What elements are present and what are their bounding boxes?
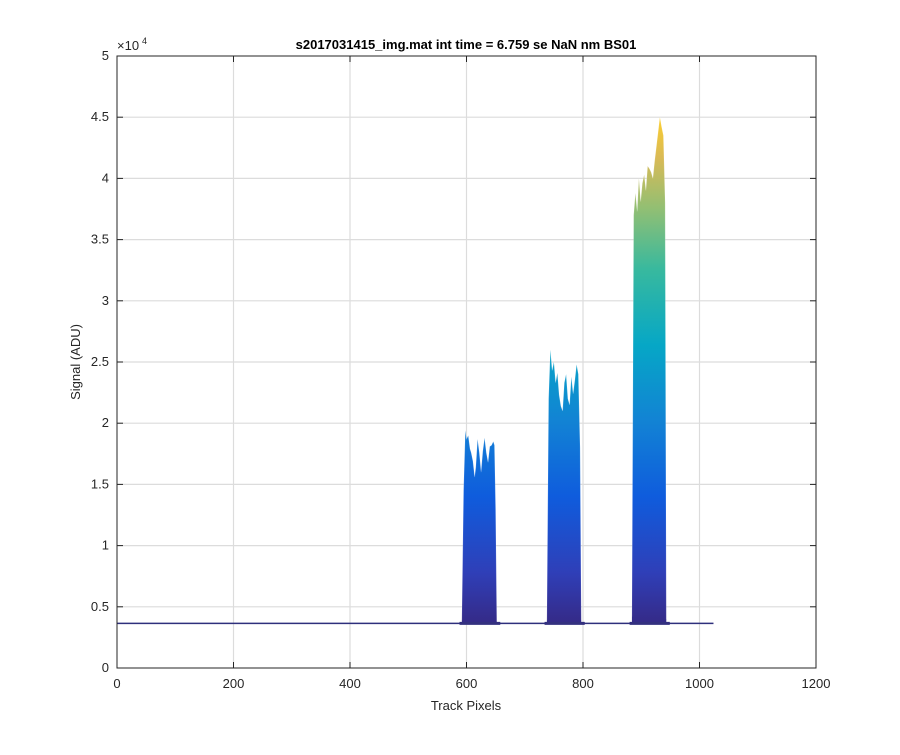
x-tick-label: 1200 xyxy=(802,676,831,691)
y-exponent-base: ×10 xyxy=(117,38,139,53)
y-tick-label: 3 xyxy=(102,293,109,308)
peak-trace-2 xyxy=(546,349,582,621)
y-tick-label: 5 xyxy=(102,48,109,63)
y-tick-label: 1 xyxy=(102,538,109,553)
y-tick-label: 0.5 xyxy=(91,599,109,614)
chart-title: s2017031415_img.mat int time = 6.759 se … xyxy=(296,37,637,52)
y-tick-label: 0 xyxy=(102,660,109,675)
y-exponent: ×10 4 xyxy=(117,36,147,53)
x-tick-label: 200 xyxy=(223,676,245,691)
x-tick-label: 600 xyxy=(456,676,478,691)
x-ticks: 0 200 400 600 800 1000 1200 xyxy=(113,56,830,691)
x-tick-label: 0 xyxy=(113,676,120,691)
peak-area-3 xyxy=(631,117,667,624)
peak-trace-3 xyxy=(631,117,667,620)
y-tick-label: 3.5 xyxy=(91,232,109,247)
x-axis-label: Track Pixels xyxy=(431,698,502,713)
x-tick-label: 800 xyxy=(572,676,594,691)
y-axis-label: Signal (ADU) xyxy=(68,324,83,400)
series-layer xyxy=(117,117,714,625)
peak-area-2 xyxy=(546,349,582,624)
peak-trace-1 xyxy=(461,430,498,622)
x-tick-label: 400 xyxy=(339,676,361,691)
y-tick-label: 1.5 xyxy=(91,476,109,491)
y-tick-label: 2 xyxy=(102,415,109,430)
grid xyxy=(117,56,816,668)
peak-area-1 xyxy=(461,430,497,624)
y-exponent-power: 4 xyxy=(142,36,147,46)
y-ticks: 0 0.5 1 1.5 2 2.5 3 3.5 4 4.5 5 xyxy=(91,48,816,675)
y-tick-label: 4 xyxy=(102,170,109,185)
x-tick-label: 1000 xyxy=(685,676,714,691)
y-tick-label: 2.5 xyxy=(91,354,109,369)
y-tick-label: 4.5 xyxy=(91,109,109,124)
